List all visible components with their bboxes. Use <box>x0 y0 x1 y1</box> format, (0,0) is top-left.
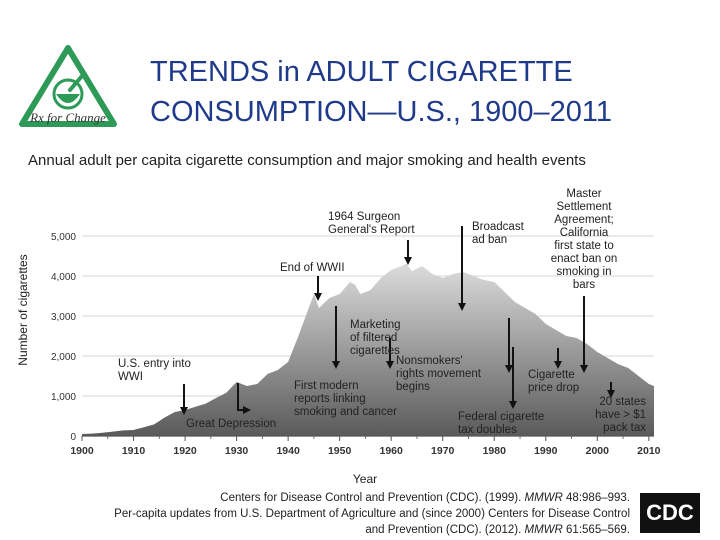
source-citation: Centers for Disease Control and Preventi… <box>30 490 630 538</box>
annotation-line: 1964 Surgeon <box>328 211 401 223</box>
x-tick-label: 1910 <box>122 445 146 457</box>
annotation-arrowhead <box>607 390 615 398</box>
annotation-arrowhead <box>404 257 412 265</box>
y-tick-label: 0 <box>70 432 76 443</box>
annotation-broadcast: Broadcast ad ban <box>472 221 524 247</box>
annotation-line: have > $1 <box>595 409 646 421</box>
annotation-depression: Great Depression <box>186 418 276 431</box>
annotation-line: tax doubles <box>458 424 517 436</box>
x-tick-label: 1950 <box>328 445 352 457</box>
y-tick-label: 3,000 <box>51 312 76 323</box>
annotation-line: California <box>559 227 609 239</box>
annotation-nonsmokers: Nonsmokers' rights movement begins <box>396 355 481 394</box>
annotation-arrowhead <box>554 361 562 369</box>
annotation-msa: Master Settlement Agreement; California firs… <box>540 188 628 292</box>
annotation-price-drop: Cigarette price drop <box>528 369 579 395</box>
source-line-3: and Prevention (CDC). (2012). MMWR 61:56… <box>365 524 630 536</box>
annotation-line: price drop <box>528 382 580 394</box>
annotation-line: smoking in <box>556 266 612 278</box>
cdc-logo-text: CDC <box>646 500 694 525</box>
annotation-line: Master <box>566 188 602 200</box>
y-tick-label: 4,000 <box>51 272 76 283</box>
annotation-federal-tax: Federal cigarette tax doubles <box>458 411 544 437</box>
annotation-arrowhead <box>458 303 466 311</box>
annotation-line: Cigarette <box>528 369 575 381</box>
x-tick-label: 1990 <box>534 445 558 457</box>
annotation-line: General's Report <box>328 224 415 236</box>
annotation-line: smoking and cancer <box>294 406 397 418</box>
chart-subtitle: Annual adult per capita cigarette consum… <box>28 152 586 169</box>
annotation-arrowhead <box>505 365 513 373</box>
annotation-end-ww2: End of WWII <box>280 262 345 275</box>
annotation-ww1: U.S. entry into WWI <box>118 358 191 384</box>
annotation-line: pack tax <box>603 422 646 434</box>
title-line-2: CONSUMPTION—U.S., 1900–2011 <box>150 96 613 128</box>
x-tick-label: 1920 <box>173 445 197 457</box>
consumption-area <box>82 263 654 436</box>
annotation-states-tax: 20 states have > $1 pack tax <box>586 396 646 435</box>
annotation-line: begins <box>396 381 430 393</box>
annotation-marketing: Marketing of filtered cigarettes <box>350 319 401 358</box>
annotation-line: Agreement; <box>554 214 614 226</box>
logo-caption: Rx for Change <box>30 110 106 125</box>
x-tick-label: 1960 <box>380 445 404 457</box>
rx-for-change-logo <box>19 45 117 127</box>
annotation-arrowhead <box>509 401 517 409</box>
annotation-arrowhead <box>243 406 251 414</box>
x-tick-label: 2010 <box>637 445 661 457</box>
annotation-line: 20 states <box>599 396 646 408</box>
annotation-line: rights movement <box>396 368 482 380</box>
annotation-line: reports linking <box>294 393 366 405</box>
annotation-line: Broadcast <box>472 221 524 233</box>
annotation-line: enact ban on <box>550 253 618 265</box>
y-tick-label: 1,000 <box>51 392 76 403</box>
annotation-line: First modern <box>294 380 359 392</box>
annotation-line: U.S. entry into <box>118 358 191 370</box>
y-axis-label: Number of cigarettes <box>16 254 30 366</box>
x-tick-label: 1980 <box>483 445 507 457</box>
annotation-line: of filtered <box>350 332 398 344</box>
annotation-line: cigarettes <box>350 345 400 357</box>
annotation-surgeon: 1964 Surgeon General's Report <box>328 211 415 237</box>
annotation-first-modern: First modern reports linking smoking and c… <box>294 380 397 419</box>
annotation-line: Great Depression <box>186 418 277 430</box>
annotation-line: Marketing <box>350 319 401 331</box>
source-line-1: Centers for Disease Control and Preventi… <box>220 492 630 504</box>
consumption-chart: 0 1,000 2,000 3,000 4,000 5,000 1900 1910 1920 19… <box>51 226 661 457</box>
annotation-arrowhead <box>580 365 588 373</box>
annotation-arrowhead <box>386 361 394 369</box>
page-title: TRENDS in ADULT CIGARETTE CONSUMPTION—U.… <box>150 52 710 132</box>
source-line-2: Per-capita updates from U.S. Department … <box>114 508 630 520</box>
x-tick-label: 1970 <box>431 445 455 457</box>
annotation-line: WWI <box>118 371 143 383</box>
annotation-line: ad ban <box>472 234 508 246</box>
annotation-arrowhead <box>314 293 322 301</box>
cdc-logo: CDC <box>637 490 703 536</box>
title-line-1: TRENDS in ADULT CIGARETTE <box>150 56 573 88</box>
x-tick-label: 1900 <box>70 445 94 457</box>
annotation-line: End of WWII <box>280 262 345 274</box>
annotation-arrowhead <box>180 407 188 415</box>
x-axis-label: Year <box>352 472 378 486</box>
x-tick-label: 2000 <box>586 445 610 457</box>
y-tick-label: 5,000 <box>51 232 76 243</box>
annotation-arrowhead <box>332 361 340 369</box>
annotation-line: first state to <box>554 240 614 252</box>
annotation-line: Federal cigarette <box>458 411 545 423</box>
annotation-line: bars <box>572 279 596 291</box>
y-tick-label: 2,000 <box>51 352 76 363</box>
annotation-line: Settlement <box>556 201 612 213</box>
x-tick-label: 1930 <box>225 445 249 457</box>
annotation-line: Nonsmokers' <box>396 355 463 367</box>
x-tick-label: 1940 <box>276 445 300 457</box>
